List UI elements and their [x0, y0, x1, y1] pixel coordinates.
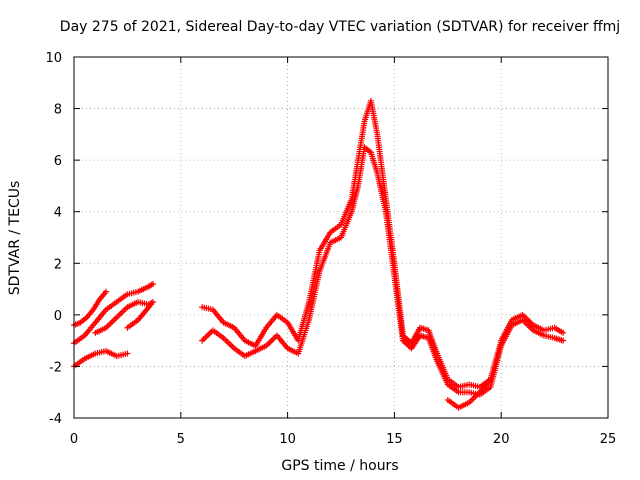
chart-title: Day 275 of 2021, Sidereal Day-to-day VTE… — [60, 19, 620, 35]
data-point — [124, 350, 131, 357]
y-tick-label: 2 — [54, 257, 62, 272]
x-tick-label: 15 — [386, 432, 403, 447]
x-tick-label: 25 — [600, 432, 617, 447]
y-tick-label: 8 — [54, 103, 62, 118]
data-point — [560, 337, 567, 344]
y-tick-label: -4 — [49, 412, 62, 427]
data-point — [150, 280, 157, 287]
data-points — [71, 97, 567, 411]
data-point — [147, 301, 154, 308]
x-tick-label: 10 — [279, 432, 296, 447]
x-tick-label: 20 — [493, 432, 510, 447]
plot-frame — [73, 56, 609, 419]
x-tick-label: 5 — [177, 432, 185, 447]
y-tick-label: 0 — [54, 309, 62, 324]
ticks — [73, 56, 609, 419]
data-point — [103, 288, 110, 295]
data-point — [560, 329, 567, 336]
data-point — [487, 376, 494, 383]
y-tick-label: 6 — [54, 154, 62, 169]
y-tick-label: -2 — [49, 360, 62, 375]
y-tick-label: 4 — [54, 206, 62, 221]
y-axis-label: SDTVAR / TECUs — [7, 181, 23, 296]
x-tick-label: 0 — [70, 432, 78, 447]
x-axis-label: GPS time / hours — [281, 458, 398, 474]
tick-labels: 0 5 10 15 20 25 -4 -2 0 2 4 6 8 10 — [45, 51, 616, 447]
y-tick-label: 10 — [45, 51, 62, 66]
